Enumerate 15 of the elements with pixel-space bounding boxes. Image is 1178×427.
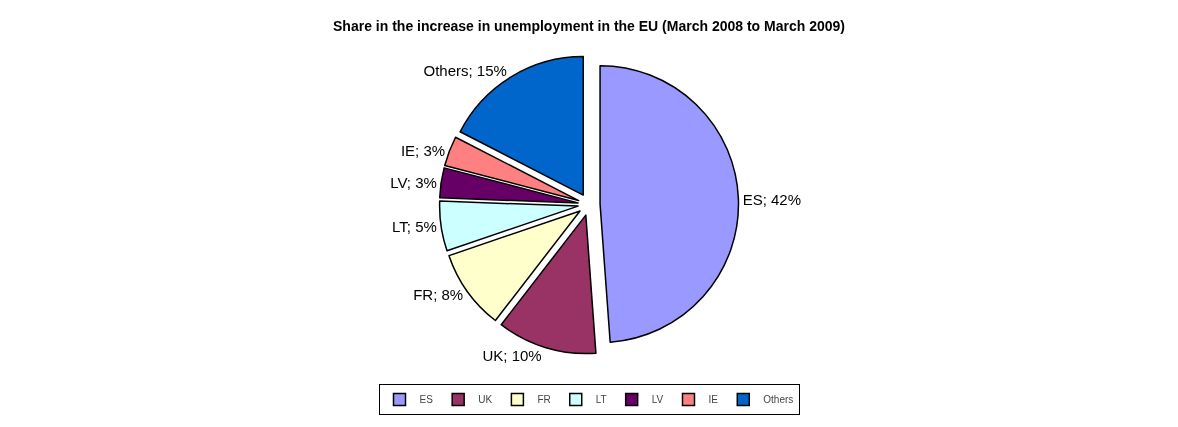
data-label: LT; 5% — [392, 217, 437, 235]
legend-label: Others — [763, 394, 794, 406]
legend-label: ES — [419, 394, 434, 406]
data-label: ES; 42% — [742, 190, 802, 208]
data-label: LV; 3% — [390, 174, 437, 192]
legend-label: FR — [537, 394, 551, 406]
data-label: Others; 15% — [423, 62, 507, 80]
legend-label: LT — [595, 394, 607, 406]
chart-title: Share in the increase in unemployment in the EU (March 2008 to March 2009) — [333, 18, 845, 35]
data-label: FR; 8% — [413, 285, 464, 303]
legend-label: IE — [708, 394, 719, 406]
data-label: IE; 3% — [400, 141, 446, 159]
legend-label: UK — [478, 394, 493, 406]
data-label: UK; 10% — [482, 346, 542, 364]
legend-label: LV — [651, 394, 664, 406]
